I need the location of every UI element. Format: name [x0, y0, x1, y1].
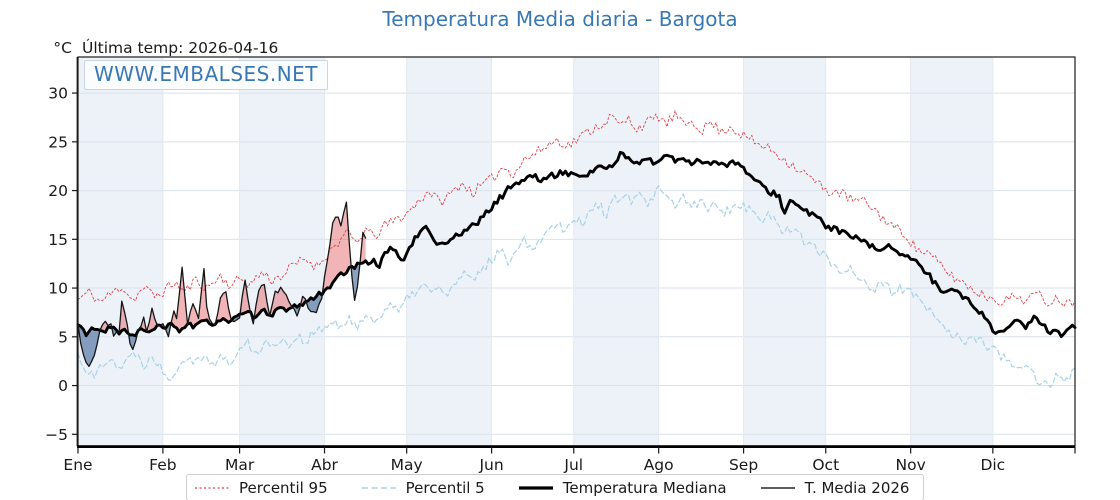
last-temp-label: Última temp: 2026-04-16: [82, 39, 279, 57]
month-band: [491, 57, 574, 446]
month-band: [162, 57, 240, 446]
x-tick-label: Jun: [478, 456, 503, 474]
fill-above-median: [138, 308, 158, 332]
legend-sample-t2026: [760, 486, 795, 489]
legend-sample-p95: [195, 486, 229, 489]
y-tick-label: 5: [58, 328, 68, 346]
x-tick-label: Feb: [149, 456, 176, 474]
fill-above-median: [117, 301, 129, 335]
legend-label-mediana: Temperatura Mediana: [562, 478, 727, 497]
y-tick-label: 30: [48, 85, 68, 103]
legend-item-t2026: T. Media 2026: [760, 478, 910, 497]
legend-label-p95: Percentil 95: [239, 478, 328, 497]
x-tick-label: May: [391, 456, 423, 474]
x-tick-label: Dic: [980, 456, 1005, 474]
x-tick-label: Sep: [729, 456, 758, 474]
legend-item-p95: Percentil 95: [194, 479, 328, 497]
month-band: [324, 57, 407, 446]
fill-below-median: [165, 323, 172, 337]
series-p5: [77, 185, 1076, 388]
y-tick-label: 25: [48, 133, 68, 151]
chart-title: Temperatura Media diaria - Bargota: [382, 7, 738, 31]
watermark: WWW.EMBALSES.NET: [84, 60, 329, 90]
fill-below-median: [78, 324, 100, 367]
x-tick-label: Abr: [311, 456, 338, 474]
legend-label-p5: Percentil 5: [405, 478, 485, 497]
legend-item-p5: Percentil 5: [361, 479, 485, 497]
month-band: [239, 57, 325, 446]
legend-item-mediana: Temperatura Mediana: [518, 479, 727, 497]
fill-above-median: [215, 291, 232, 325]
y-axis-unit-label: °C: [53, 39, 72, 57]
month-band: [573, 57, 659, 446]
y-tick-label: 10: [48, 280, 68, 298]
fill-below-median: [306, 292, 323, 313]
series-t2026: [77, 201, 367, 368]
fill-above-median: [322, 202, 352, 295]
fill-above-median: [360, 232, 366, 264]
series-mediana: [76, 150, 1077, 339]
legend-label-t2026: T. Media 2026: [804, 478, 910, 497]
legend-sample-mediana: [518, 485, 553, 490]
x-tick-label: Ago: [644, 456, 674, 474]
month-band: [910, 57, 993, 446]
fill-below-median: [351, 263, 360, 301]
x-tick-label: Ene: [63, 456, 92, 474]
x-tick-label: Oct: [812, 456, 839, 474]
x-tick-label: Nov: [896, 456, 926, 474]
y-tick-label: 20: [48, 182, 68, 200]
x-tick-label: Mar: [225, 456, 255, 474]
y-tick-label: 0: [58, 377, 68, 395]
month-band: [406, 57, 492, 446]
y-tick-label: −5: [45, 426, 68, 444]
fill-above-median: [240, 280, 251, 315]
month-band: [658, 57, 744, 446]
month-band: [743, 57, 826, 446]
legend-box: Percentil 95 Percentil 5 Temperatura Media…: [186, 474, 925, 500]
month-band: [992, 57, 1075, 446]
x-tick-label: Jul: [563, 456, 583, 474]
legend-sample-p5: [361, 486, 396, 489]
month-band: [78, 57, 163, 446]
y-tick-label: 15: [48, 231, 68, 249]
